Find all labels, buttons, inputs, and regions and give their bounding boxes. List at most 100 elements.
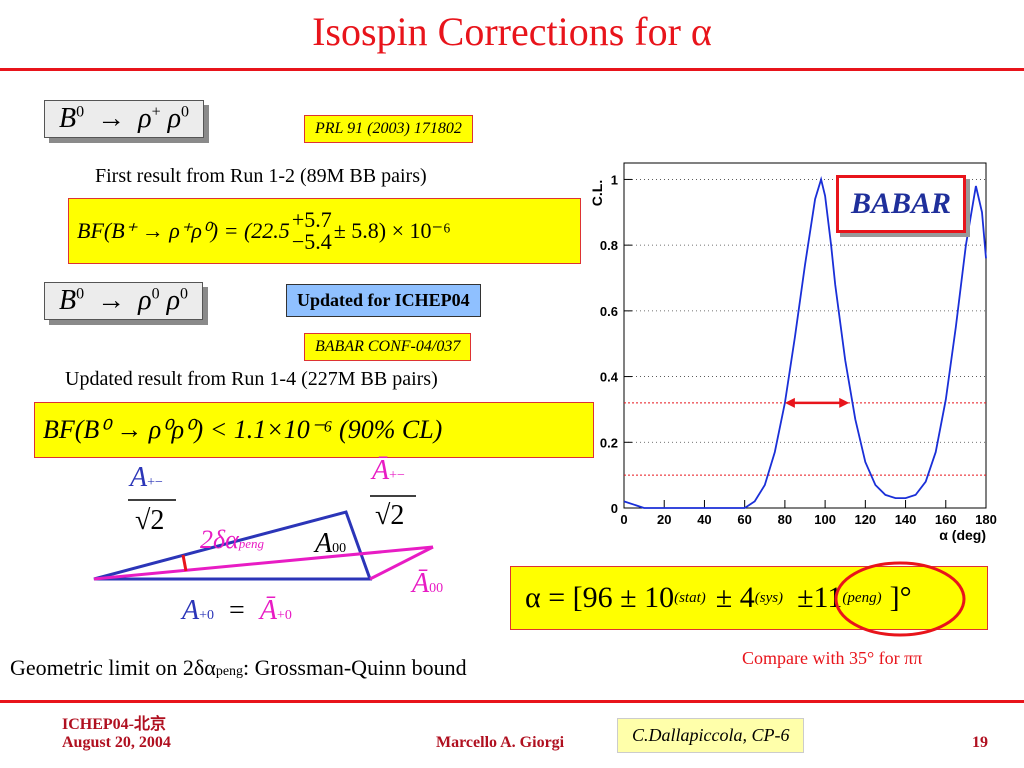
a-symbol: A: [130, 462, 148, 493]
abar-plus0-subscript: +0: [276, 608, 292, 623]
geometric-limit-text: Geometric limit on 2δαpeng: Grossman-Qui…: [10, 655, 467, 681]
label-sqrt2-a: √2: [135, 505, 165, 536]
bf-charged-box: BF(B⁺ → ρ⁺ρ⁰) = (22.5 +5.7 −5.4 ± 5.8) ×…: [68, 198, 581, 264]
title-rule: [0, 68, 1024, 71]
geometric-limit-tail: : Grossman-Quinn bound: [243, 655, 467, 680]
bf-charged-lhs: BF(B⁺ → ρ⁺ρ⁰) = (22.5: [77, 218, 290, 243]
a-plus0-symbol: A: [182, 595, 200, 626]
slide-title: Isospin Corrections for α: [312, 9, 712, 54]
x-tick-label: 140: [895, 512, 917, 527]
y-tick-label: 0: [611, 501, 618, 516]
alpha-result-box: α = [96 ± 10 (stat) ± 4 (sys) ±11 (peng) ]°: [510, 566, 988, 630]
b-meson: B: [59, 103, 77, 134]
bf-charged-error-down: −5.4: [291, 229, 332, 254]
alpha-sys-value: ± 4: [715, 581, 755, 614]
a00-symbol: A: [315, 528, 333, 559]
reference-prl: PRL 91 (2003) 171802: [304, 115, 473, 143]
alpha-stat-label: (stat): [674, 589, 706, 606]
isospin-triangle-diagram: [93, 495, 434, 581]
footer-speaker: C.Dallapiccola, CP-6: [617, 718, 805, 753]
label-a00: A00: [315, 528, 346, 560]
first-result-text: First result from Run 1-2 (89M BB pairs): [95, 165, 427, 187]
alpha-sys-label: (sys): [754, 589, 784, 606]
rho-1-charge: 0: [151, 285, 160, 303]
x-tick-label: 60: [737, 512, 751, 527]
footer-date: August 20, 2004: [62, 734, 171, 751]
label-abar00: Ā00: [412, 568, 443, 600]
alpha-unit: ]°: [889, 581, 912, 614]
rho-2-charge: 0: [181, 103, 190, 121]
highlight-ellipse: [834, 561, 966, 637]
label-a-plus-minus: A+−: [130, 462, 163, 494]
label-2-delta-alpha: 2δαpeng: [200, 525, 264, 555]
b-charge: 0: [76, 285, 85, 303]
triangle-abar-side: [93, 545, 434, 581]
y-axis-label: C.L.: [589, 180, 605, 206]
x-axis-label: α (deg): [939, 527, 986, 543]
label-sqrt2-abar: √2: [375, 500, 405, 531]
bf-charged-rhs: ± 5.8) × 10⁻⁶: [333, 218, 451, 243]
compare-note: Compare with 35° for ππ: [742, 648, 923, 668]
abar-symbol: Ā: [372, 455, 390, 486]
y-tick-label: 0.4: [600, 370, 619, 385]
angle-marker: [181, 554, 188, 572]
chart-layer: 0 0.2 0.4 0.6 0.8 1 0 20 40 60 80 100 120 140 160 180α …: [589, 162, 997, 543]
updated-result-text: Updated result from Run 1-4 (227M BB pai…: [65, 368, 438, 390]
delta-alpha-symbol: 2δα: [200, 525, 239, 554]
b-meson: B: [59, 285, 77, 316]
footer-rule: [0, 700, 1024, 703]
y-tick-label: 0.6: [600, 304, 618, 319]
label-abar-plus-minus: Ā+−: [372, 455, 405, 487]
x-tick-label: 20: [657, 512, 671, 527]
rho-2: ρ: [167, 103, 182, 134]
x-tick-label: 120: [854, 512, 876, 527]
rho-2-charge: 0: [180, 285, 189, 303]
x-tick-label: 160: [935, 512, 957, 527]
triangle-a: [93, 510, 373, 581]
reaction-box-neutral: B0 → ρ0 ρ0: [44, 282, 204, 320]
peng-highlight-circle: [834, 561, 966, 637]
a-subscript: +−: [147, 475, 163, 490]
alpha-central-value: α = [96 ± 10: [525, 581, 675, 614]
y-tick-label: 0.2: [600, 435, 618, 450]
x-tick-label: 100: [814, 512, 836, 527]
x-tick-label: 0: [620, 512, 627, 527]
babar-logo-text: BABAR: [850, 187, 952, 220]
y-tick-label: 0.8: [600, 238, 618, 253]
interval-arrow-head-left: [784, 397, 795, 408]
geometric-limit-main: Geometric limit on 2δα: [10, 655, 216, 680]
b-charge: 0: [76, 103, 85, 121]
babar-logo: BABAR: [836, 175, 966, 233]
rho-1-charge: +: [151, 103, 161, 121]
abar00-subscript: 00: [429, 581, 444, 596]
updated-badge: Updated for ICHEP04: [286, 284, 481, 317]
triangle-abar-side2: [369, 545, 434, 581]
x-tick-label: 180: [975, 512, 997, 527]
decay-arrow: →: [97, 285, 126, 316]
plot-frame: [623, 162, 987, 509]
x-tick-label: 40: [697, 512, 711, 527]
alpha-cl-chart: 0 0.2 0.4 0.6 0.8 1 0 20 40 60 80 100 120 140 160 180α …: [589, 162, 997, 543]
abar-subscript: +−: [389, 468, 405, 483]
delta-alpha-sub: peng: [238, 536, 265, 551]
rho-1: ρ: [138, 285, 152, 316]
footer-author: Marcello A. Giorgi: [436, 734, 565, 751]
y-tick-label: 1: [611, 172, 618, 187]
footer-page-number: 19: [972, 734, 988, 751]
bf-charged-error-up: +5.7: [291, 207, 332, 232]
reaction-box-charged: B0 → ρ+ ρ0: [44, 100, 205, 138]
bf-neutral-box: BF(B⁰ → ρ⁰ρ⁰) < 1.1×10⁻⁶ (90% CL): [34, 402, 594, 458]
geometric-limit-sub: peng: [215, 664, 244, 679]
x-tick-label: 80: [778, 512, 792, 527]
abar-plus0-symbol: Ā: [259, 595, 277, 626]
bf-charged-asym-error: +5.7 −5.4: [292, 209, 332, 253]
footer-conference: ICHEP04-北京: [62, 716, 167, 733]
reference-babar-conf: BABAR CONF-04/037: [304, 333, 472, 361]
a-plus0-subscript: +0: [199, 608, 215, 623]
decay-arrow: →: [97, 103, 126, 134]
cl-curve: [623, 175, 987, 509]
equals-sign: =: [229, 595, 245, 626]
interval-arrow-head-right: [839, 397, 850, 408]
alpha-peng-label: (peng): [842, 589, 882, 606]
rho-1: ρ: [138, 103, 152, 134]
